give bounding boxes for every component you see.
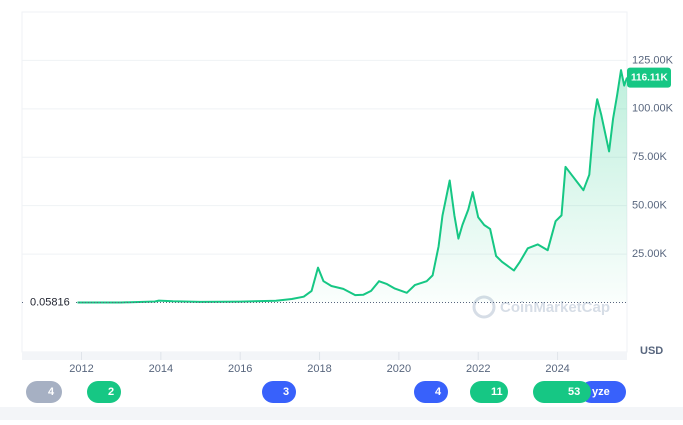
event-badges: 4 2 3 4 11 yze 53: [26, 381, 626, 403]
watermark: CoinMarketCap: [500, 299, 610, 316]
y-tick-label: 125.00K: [632, 54, 674, 66]
event-count: 4: [435, 386, 442, 398]
x-tick-label: 2024: [545, 363, 569, 375]
analyze-button[interactable]: [580, 381, 626, 403]
event-count: 53: [568, 386, 580, 398]
start-price-bg: [24, 294, 74, 311]
price-area: [77, 70, 627, 303]
event-count: 11: [491, 386, 503, 398]
x-tick-label: 2014: [149, 363, 173, 375]
analyze-text: yze: [592, 386, 610, 398]
footer-bar: [0, 407, 683, 420]
price-line: [77, 69, 628, 304]
event-badge[interactable]: [414, 381, 448, 403]
event-badge[interactable]: [533, 381, 591, 403]
event-count: 2: [108, 386, 114, 398]
event-count: 3: [283, 386, 289, 398]
y-tick-label: 25.00K: [632, 248, 668, 260]
x-tick-label: 2018: [307, 363, 331, 375]
x-tick-label: 2020: [387, 363, 411, 375]
y-tick-label: 75.00K: [632, 151, 668, 163]
event-badge[interactable]: [87, 381, 121, 403]
x-tick-label: 2012: [69, 363, 93, 375]
x-tick-label: 2022: [466, 363, 490, 375]
x-tick-label: 2016: [228, 363, 252, 375]
currency-label: USD: [640, 345, 663, 357]
start-price-label: 0.05816: [30, 296, 70, 308]
y-tick-label: 100.00K: [632, 103, 674, 115]
current-price-label: 116.11K: [631, 72, 668, 83]
event-count: 4: [48, 386, 55, 398]
event-badge[interactable]: [26, 381, 62, 403]
event-badge[interactable]: [262, 381, 296, 403]
event-badge[interactable]: [470, 381, 508, 403]
y-tick-label: 50.00K: [632, 200, 668, 212]
current-price-tag: [627, 67, 671, 88]
navigator: [22, 352, 627, 360]
